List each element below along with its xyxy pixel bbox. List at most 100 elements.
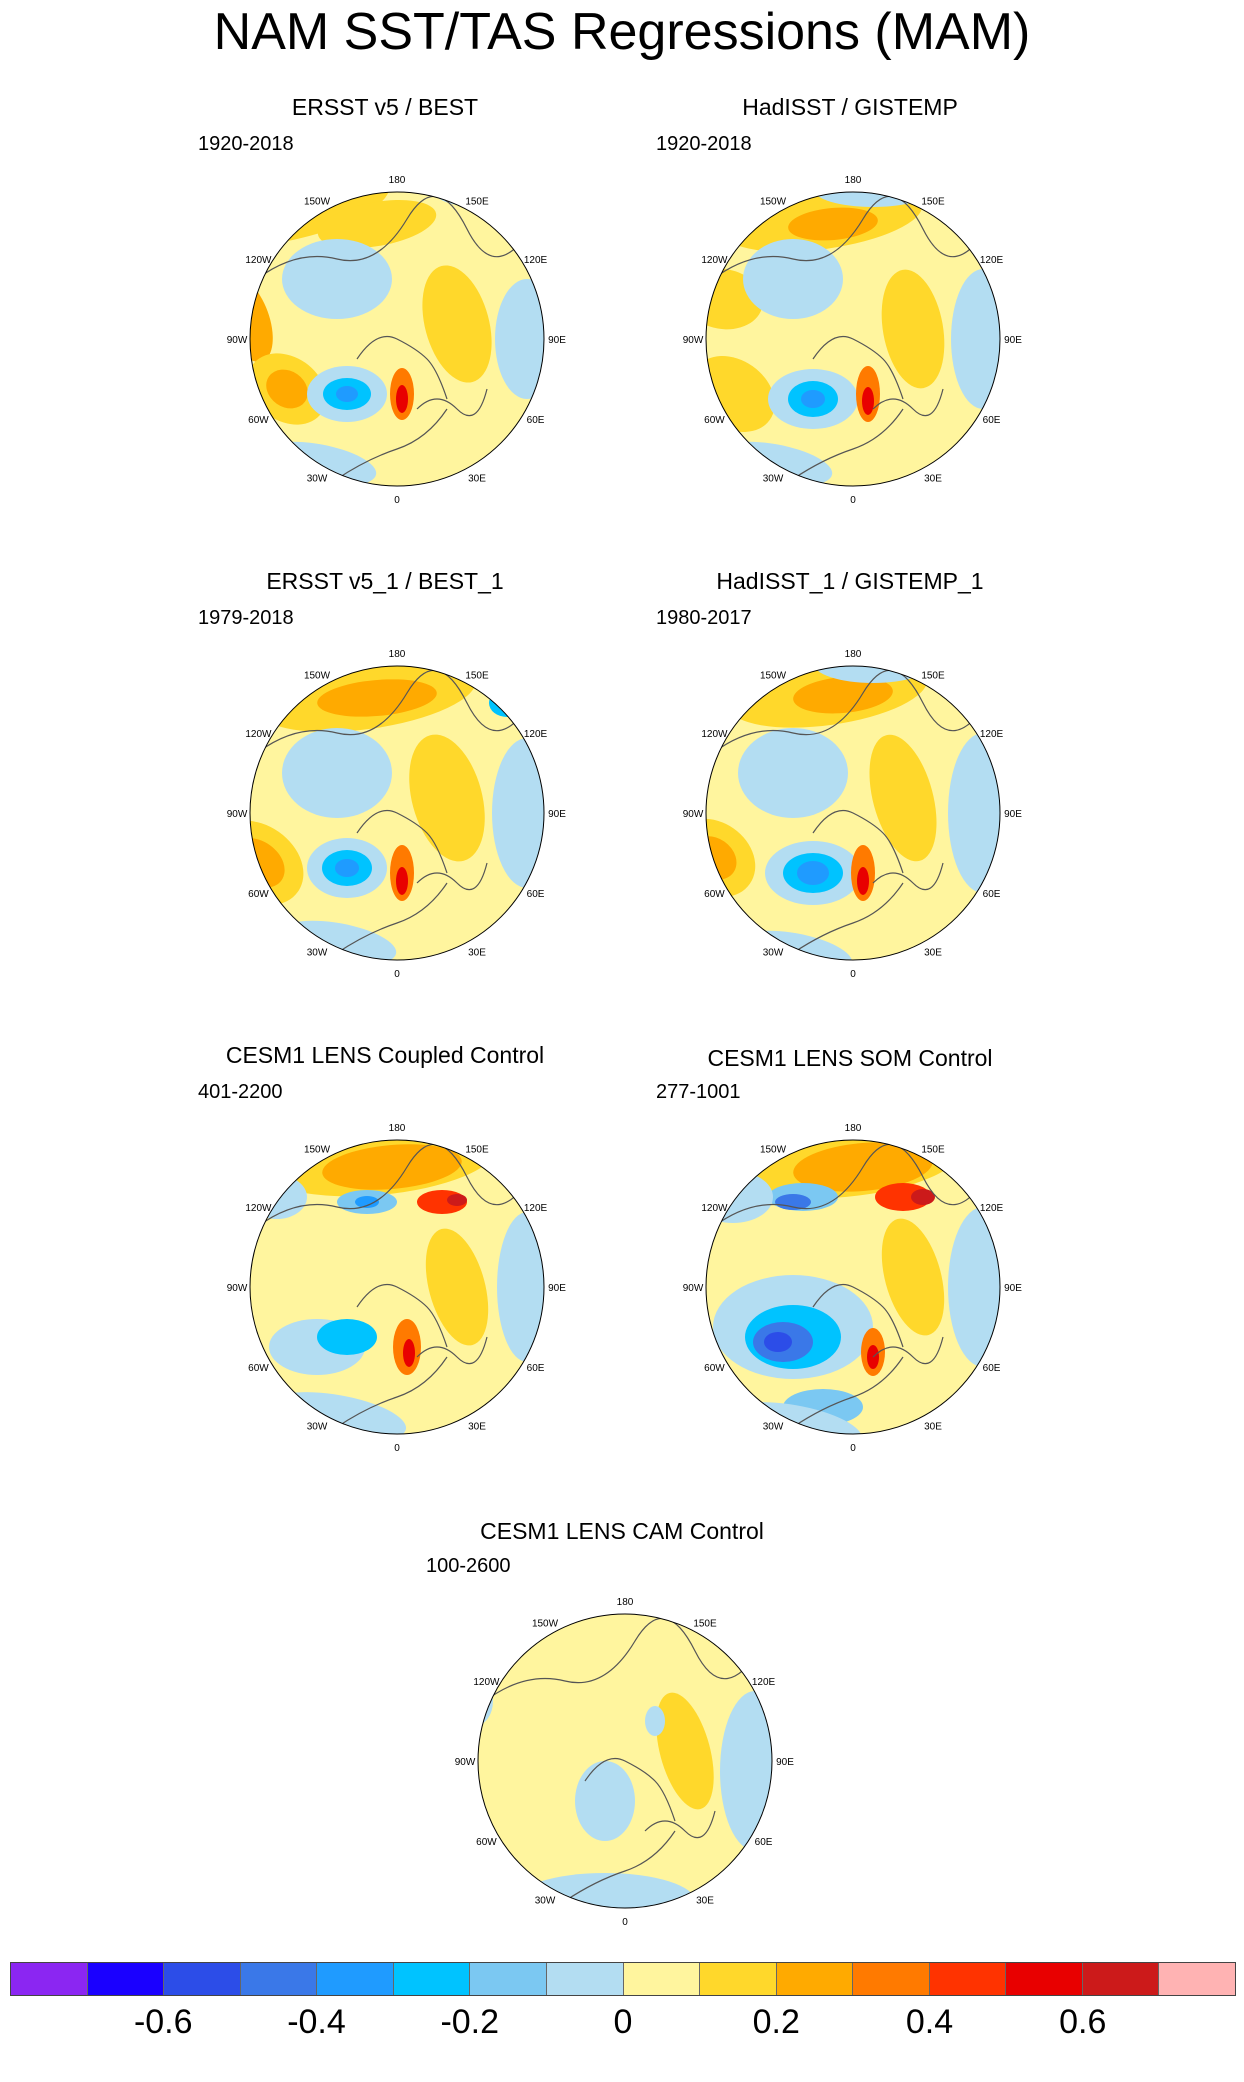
longitude-label: 150W (760, 1144, 787, 1155)
longitude-label: 90E (776, 1757, 794, 1768)
polar-map-1: 180 150E 120E 90E 60E 30E 0 30W 60W 90W 120W 150W (227, 175, 567, 506)
contour-region (492, 738, 544, 888)
longitude-label: 90W (227, 335, 248, 346)
contour-region (813, 666, 933, 683)
longitude-label: 120W (701, 255, 728, 266)
longitude-label: 60E (983, 1363, 1001, 1374)
map-border (249, 191, 545, 487)
contour-region (447, 1194, 467, 1206)
map-field (250, 666, 544, 960)
longitude-label: 0 (850, 1443, 856, 1454)
map-field (250, 1140, 544, 1434)
longitude-label: 0 (850, 495, 856, 506)
map-border (477, 1613, 773, 1909)
longitude-label: 120W (701, 1203, 728, 1214)
panel-period-6: 277-1001 (656, 1081, 741, 1103)
colorbar-swatch-8 (623, 1963, 701, 1995)
longitude-label: 120W (245, 255, 272, 266)
longitude-label: 150W (760, 196, 787, 207)
longitude-label: 30W (307, 1422, 328, 1433)
colorbar-swatch-0 (11, 1963, 88, 1995)
contour-region (515, 1873, 695, 1908)
longitude-label: 30W (763, 948, 784, 959)
map-border (249, 1139, 545, 1435)
coastline (256, 669, 538, 954)
contour-region (335, 859, 359, 877)
panel-period-3: 1979-2018 (198, 607, 294, 629)
colorbar-swatch-15 (1159, 1963, 1235, 1995)
polar-map-2: 180 150E 120E 90E 60E 30E 0 30W 60W 90W 120W 150W (683, 175, 1023, 506)
longitude-label: 150W (304, 670, 331, 681)
longitude-label: 0 (850, 969, 856, 980)
longitude-label: 120W (245, 729, 272, 740)
panel-period-4: 1980-2017 (656, 607, 752, 629)
colorbar-swatch-13 (1006, 1963, 1083, 1995)
longitude-label: 120E (524, 255, 548, 266)
colorbar-tick-label: 0.2 (752, 2003, 800, 2041)
contour-region (396, 385, 408, 413)
contour-region (282, 239, 392, 319)
contour-region (738, 728, 848, 818)
longitude-label: 0 (622, 1917, 628, 1928)
contour-region (720, 1691, 772, 1851)
polar-map-3: 180 150E 120E 90E 60E 30E 0 30W 60W 90W 120W 150W (227, 649, 567, 980)
longitude-label: 120W (473, 1677, 500, 1688)
coastline (712, 195, 994, 480)
map-field (250, 192, 544, 486)
contour-region (422, 265, 492, 383)
coastline (256, 1143, 538, 1428)
longitude-label: 90E (548, 335, 566, 346)
contour-region (911, 1189, 935, 1205)
longitude-label: 120E (980, 1203, 1004, 1214)
colorbar-tick-label: -0.6 (133, 2003, 193, 2041)
contour-region (425, 1228, 489, 1346)
longitude-label: 180 (389, 175, 406, 186)
colorbar-swatch-14 (1082, 1963, 1160, 1995)
longitude-label: 150E (921, 196, 945, 207)
colorbar-swatch-1 (87, 1963, 165, 1995)
contour-region (948, 1207, 1000, 1367)
longitude-label: 60E (755, 1837, 773, 1848)
contour-region (317, 679, 437, 717)
panel-period-5: 401-2200 (198, 1081, 283, 1103)
coastline (712, 669, 994, 954)
coastline (256, 195, 538, 480)
contour-region (317, 1319, 377, 1355)
longitude-label: 120W (245, 1203, 272, 1214)
map-border (705, 665, 1001, 961)
map-border (705, 1139, 1001, 1435)
longitude-label: 30E (924, 1422, 942, 1433)
longitude-label: 30W (307, 474, 328, 485)
contour-region (336, 386, 358, 402)
contour-region (409, 734, 485, 862)
contour-region (862, 387, 874, 415)
longitude-label: 90W (455, 1757, 476, 1768)
colorbar-swatch-7 (546, 1963, 624, 1995)
longitude-label: 150E (693, 1618, 717, 1629)
contour-region (497, 204, 537, 234)
contour-region (788, 207, 878, 241)
contour-region (706, 913, 743, 953)
contour-region (857, 867, 869, 895)
panel-period-1: 1920-2018 (198, 133, 294, 155)
panel-period-2: 1920-2018 (656, 133, 752, 155)
contour-region (355, 1196, 379, 1208)
longitude-label: 60W (476, 1837, 497, 1848)
contour-region (282, 728, 392, 818)
map-field (706, 192, 1000, 486)
longitude-label: 90E (1004, 809, 1022, 820)
colorbar-swatch-6 (470, 1963, 547, 1995)
map-field (706, 1140, 1000, 1434)
longitude-label: 150E (465, 670, 489, 681)
longitude-label: 60W (248, 415, 269, 426)
contour-region (948, 733, 1000, 893)
contour-region (813, 192, 933, 207)
longitude-label: 30E (924, 948, 942, 959)
colorbar-tick-label: -0.4 (287, 2003, 346, 2041)
polar-map-6: 180 150E 120E 90E 60E 30E 0 30W 60W 90W 120W 150W (683, 1123, 1023, 1454)
contour-region (656, 1692, 714, 1810)
longitude-label: 60W (248, 889, 269, 900)
map-border (249, 665, 545, 961)
map-field (478, 1614, 772, 1908)
longitude-label: 90W (683, 1283, 704, 1294)
